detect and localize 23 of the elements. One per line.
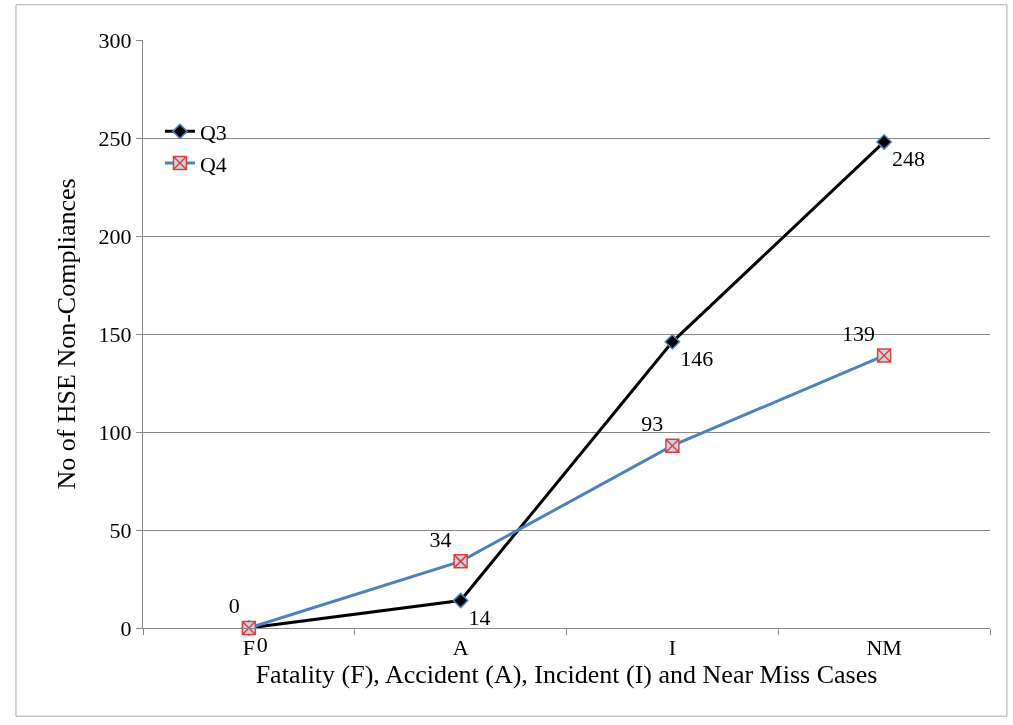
y-axis-title: No of HSE Non-Compliances <box>52 178 81 490</box>
data-label: 0 <box>228 593 240 619</box>
x-tick-label: A <box>452 635 469 661</box>
y-tick-label: 300 <box>98 27 132 53</box>
x-tick-label: I <box>668 635 677 661</box>
legend-label: Q3 <box>199 119 227 145</box>
x-axis-title: Fatality (F), Accident (A), Incident (I) and Near Miss Cases <box>255 660 878 690</box>
data-label: 146 <box>680 346 714 372</box>
data-label: 93 <box>641 411 664 437</box>
y-tick-label: 250 <box>98 125 132 151</box>
data-label: 139 <box>842 320 876 346</box>
data-label: 14 <box>468 604 491 630</box>
legend-label: Q4 <box>199 151 227 177</box>
y-tick-label: 200 <box>98 223 132 249</box>
x-tick-label: NM <box>866 635 902 661</box>
data-label: 0 <box>256 632 268 658</box>
y-tick-label: 0 <box>120 615 132 641</box>
data-label: 248 <box>892 146 926 172</box>
y-tick-label: 100 <box>98 419 132 445</box>
y-tick-label: 50 <box>109 517 132 543</box>
y-tick-label: 150 <box>98 321 132 347</box>
x-tick-label: F <box>242 635 256 661</box>
data-label: 34 <box>429 526 452 552</box>
